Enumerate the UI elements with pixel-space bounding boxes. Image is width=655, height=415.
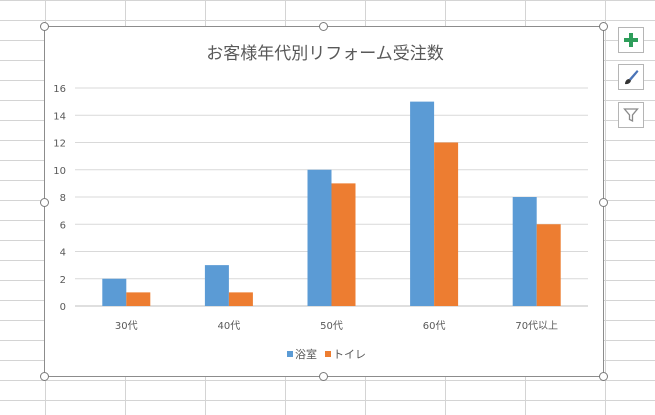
y-tick-label: 12 <box>53 139 66 150</box>
bar-トイレ-60代 <box>434 142 459 306</box>
bar-トイレ-50代 <box>331 183 356 306</box>
resize-handle-middle-right[interactable] <box>599 198 608 207</box>
resize-handle-bottom-right[interactable] <box>599 372 608 381</box>
x-tick-label: 70代以上 <box>515 320 558 332</box>
legend-label-浴室: 浴室 <box>295 347 317 361</box>
chart-styles-button[interactable] <box>618 64 644 90</box>
bar-トイレ-40代 <box>228 292 253 306</box>
funnel-icon <box>623 108 639 123</box>
resize-handle-middle-left[interactable] <box>40 198 49 207</box>
resize-handle-top-right[interactable] <box>599 22 608 31</box>
legend-swatch-浴室 <box>287 351 293 357</box>
y-tick-label: 0 <box>60 302 66 313</box>
plus-icon <box>624 33 638 47</box>
resize-handle-top-left[interactable] <box>40 22 49 31</box>
bar-浴室-60代 <box>410 101 435 306</box>
bar-トイレ-70代以上 <box>536 224 561 306</box>
paintbrush-icon <box>625 70 639 85</box>
y-tick-label: 16 <box>53 84 66 95</box>
x-tick-label: 50代 <box>320 320 343 332</box>
y-tick-label: 4 <box>60 248 66 259</box>
bar-浴室-30代 <box>102 278 127 306</box>
x-tick-label: 40代 <box>218 320 241 332</box>
resize-handle-bottom-left[interactable] <box>40 372 49 381</box>
legend-swatch-トイレ <box>325 351 331 357</box>
y-tick-label: 14 <box>53 111 66 122</box>
resize-handle-top-center[interactable] <box>319 22 328 31</box>
legend-label-トイレ: トイレ <box>333 348 366 361</box>
y-tick-label: 8 <box>60 193 66 204</box>
y-tick-label: 10 <box>53 166 66 177</box>
y-tick-label: 2 <box>60 275 66 286</box>
chart-filters-button[interactable] <box>618 102 644 128</box>
bar-浴室-50代 <box>307 169 332 306</box>
y-tick-label: 6 <box>60 220 66 231</box>
x-tick-label: 30代 <box>115 320 138 332</box>
bar-浴室-70代以上 <box>512 197 537 306</box>
chart-elements-button[interactable] <box>618 27 644 53</box>
bar-トイレ-30代 <box>126 292 151 306</box>
bar-浴室-40代 <box>204 265 229 306</box>
x-tick-label: 60代 <box>423 320 446 332</box>
resize-handle-bottom-center[interactable] <box>319 372 328 381</box>
chart-title: お客様年代別リフォーム受注数 <box>206 44 444 64</box>
